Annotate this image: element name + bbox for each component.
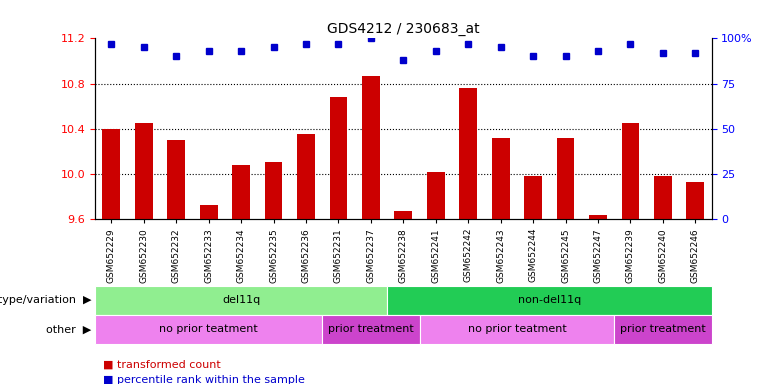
- Bar: [135, 123, 153, 219]
- Text: ■ percentile rank within the sample: ■ percentile rank within the sample: [103, 375, 304, 384]
- Bar: [460, 88, 477, 219]
- Bar: [265, 162, 282, 219]
- Title: GDS4212 / 230683_at: GDS4212 / 230683_at: [327, 22, 479, 36]
- Text: prior treatment: prior treatment: [328, 324, 414, 334]
- Bar: [330, 97, 347, 219]
- Bar: [556, 138, 575, 219]
- Bar: [167, 140, 185, 219]
- Text: prior treatment: prior treatment: [620, 324, 705, 334]
- Bar: [589, 215, 607, 219]
- Text: non-del11q: non-del11q: [517, 295, 581, 306]
- Text: ■ transformed count: ■ transformed count: [103, 360, 221, 370]
- Text: no prior teatment: no prior teatment: [467, 324, 566, 334]
- Bar: [394, 211, 412, 219]
- Bar: [654, 176, 672, 219]
- Bar: [362, 76, 380, 219]
- Bar: [232, 165, 250, 219]
- Text: del11q: del11q: [222, 295, 260, 306]
- Bar: [199, 205, 218, 219]
- Text: other  ▶: other ▶: [46, 324, 91, 334]
- Bar: [524, 176, 542, 219]
- Bar: [492, 138, 510, 219]
- Bar: [622, 123, 639, 219]
- Text: no prior teatment: no prior teatment: [159, 324, 258, 334]
- Text: genotype/variation  ▶: genotype/variation ▶: [0, 295, 91, 306]
- Bar: [686, 182, 704, 219]
- Bar: [103, 129, 120, 219]
- Bar: [427, 172, 444, 219]
- Bar: [297, 134, 315, 219]
